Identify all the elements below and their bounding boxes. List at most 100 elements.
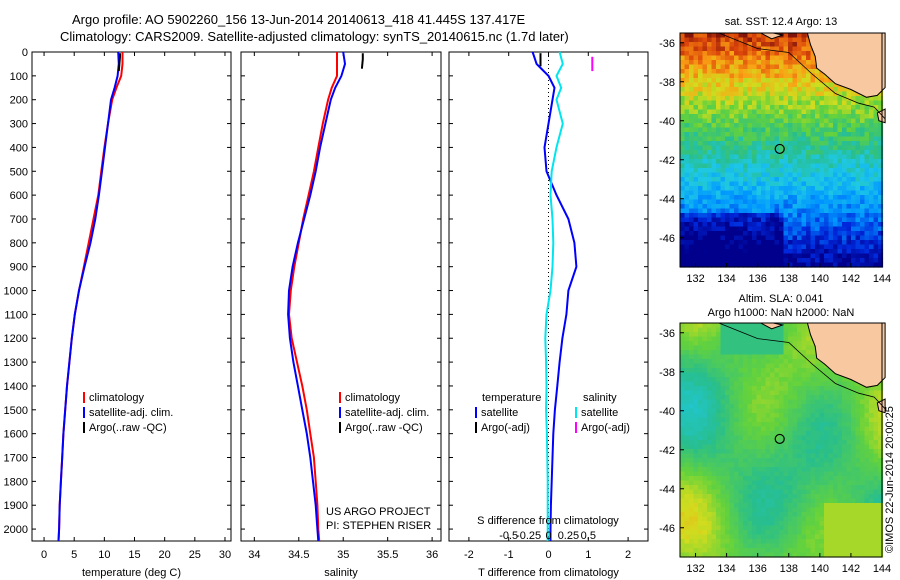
y-tick-label: 800 <box>10 238 28 250</box>
series-line <box>117 53 121 72</box>
map-x-tick-label: 134 <box>717 273 735 285</box>
map-title: sat. SST: 12.4 Argo: 13 <box>725 16 838 28</box>
plot-frame <box>240 51 442 542</box>
map-y-tick-label: -40 <box>659 406 675 418</box>
map-y-tick-label: -36 <box>659 328 675 340</box>
project-annotation: US ARGO PROJECT <box>326 506 431 518</box>
profile-panel-difference: -2 -1 0 1 2 T difference from climatology temp… <box>448 51 649 579</box>
map-y-tick-label: -42 <box>659 445 675 457</box>
legend-entry: Argo(..raw -QC) <box>89 422 167 434</box>
map-panel-sst_map: 132 134 136 138 140 142 144 -36 -38 -40 -42 -44 -46 s… <box>659 16 891 285</box>
map-x-tick-label: 138 <box>780 563 798 575</box>
x-tick-label: 35.5 <box>377 549 398 561</box>
legend-header: temperature <box>482 392 541 404</box>
map-y-tick-label: -40 <box>659 116 675 128</box>
top-axis-label: S difference from climatology <box>477 515 619 527</box>
argo-float-marker <box>774 433 785 445</box>
x-tick-label: 5 <box>71 549 77 561</box>
map-x-tick-label: 144 <box>873 273 891 285</box>
x-tick-label: 20 <box>159 549 171 561</box>
y-tick-label: 900 <box>10 262 28 274</box>
depth-contour <box>718 322 886 410</box>
x-tick-label: 2 <box>625 549 631 561</box>
legend-entry: Argo(..raw -QC) <box>345 422 423 434</box>
y-tick-label: 400 <box>10 142 28 154</box>
argo-float-marker <box>774 143 785 155</box>
depth-contour <box>718 32 886 120</box>
x-tick-label: 10 <box>98 549 110 561</box>
series-line <box>287 51 347 542</box>
map-x-tick-label: 134 <box>717 563 735 575</box>
y-tick-label: 1100 <box>4 309 28 321</box>
x-axis-label: temperature (deg C) <box>82 567 181 579</box>
y-tick-label: 1800 <box>4 476 28 488</box>
y-tick-label: 200 <box>10 95 28 107</box>
top-tick-label: 0.5 <box>581 530 596 542</box>
y-tick-label: 1300 <box>4 357 28 369</box>
map-x-tick-label: 142 <box>842 563 860 575</box>
x-axis-label: T difference from climatology <box>478 567 619 579</box>
x-tick-label: 25 <box>189 549 201 561</box>
map-y-tick-label: -38 <box>659 367 675 379</box>
legend-entry: climatology <box>89 392 145 404</box>
figure-title-line1: Argo profile: AO 5902260_156 13-Jun-2014… <box>72 12 526 27</box>
map-y-tick-label: -46 <box>659 523 675 535</box>
map-x-tick-label: 136 <box>749 563 767 575</box>
y-tick-label: 1000 <box>4 286 28 298</box>
y-tick-label: 600 <box>10 190 28 202</box>
map-title: Argo h1000: NaN h2000: NaN <box>708 307 855 319</box>
legend-entry: satellite <box>481 407 518 419</box>
y-tick-label: 1900 <box>4 500 28 512</box>
project-annotation: PI: STEPHEN RISER <box>326 520 431 532</box>
y-tick-label: 300 <box>10 119 28 131</box>
x-tick-label: -1 <box>504 549 514 561</box>
top-tick-label: -0.5 <box>499 530 518 542</box>
map-x-tick-label: 144 <box>873 563 891 575</box>
profile-panel-salinity: 34 34.5 35 35.5 36 salinity climatology satelli… <box>240 51 442 579</box>
top-tick-label: -0.25 <box>516 530 541 542</box>
legend-entry: Argo(-adj) <box>481 422 530 434</box>
y-tick-label: 1600 <box>4 429 28 441</box>
map-frame <box>679 322 883 558</box>
map-x-tick-label: 140 <box>811 563 829 575</box>
map-x-tick-label: 142 <box>842 273 860 285</box>
series-line <box>57 51 120 542</box>
legend-entry: satellite <box>581 407 618 419</box>
y-tick-label: 2000 <box>4 524 28 536</box>
map-x-tick-label: 136 <box>749 273 767 285</box>
x-tick-label: 35 <box>337 549 349 561</box>
x-axis-label: salinity <box>324 567 358 579</box>
x-tick-label: 34.5 <box>288 549 309 561</box>
y-tick-label: 1700 <box>4 453 28 465</box>
map-y-tick-label: -44 <box>659 194 675 206</box>
x-tick-label: 15 <box>128 549 140 561</box>
top-tick-label: 0.25 <box>558 530 579 542</box>
map-title: Altim. SLA: 0.041 <box>739 293 824 305</box>
y-tick-label: 700 <box>10 214 28 226</box>
map-x-tick-label: 132 <box>686 273 704 285</box>
map-x-tick-label: 138 <box>780 273 798 285</box>
series-line <box>531 51 578 541</box>
x-tick-label: 0 <box>545 549 551 561</box>
profile-panel-temperature: 0 5 10 15 20 25 300100200300400500600700800900… <box>4 47 232 579</box>
x-tick-label: 0 <box>41 549 47 561</box>
land-polygon <box>806 322 886 388</box>
legend-entry: climatology <box>345 392 401 404</box>
x-tick-label: 36 <box>426 549 438 561</box>
x-tick-label: 1 <box>585 549 591 561</box>
top-tick-label: 0 <box>545 530 551 542</box>
y-tick-label: 0 <box>22 47 28 59</box>
legend-entry: satellite-adj. clim. <box>345 407 429 419</box>
legend-entry: satellite-adj. clim. <box>89 407 173 419</box>
y-tick-label: 1200 <box>4 333 28 345</box>
figure-title-line2: Climatology: CARS2009. Satellite-adjuste… <box>60 29 569 44</box>
map-y-tick-label: -38 <box>659 77 675 89</box>
series-line <box>360 53 364 69</box>
map-y-tick-label: -44 <box>659 484 675 496</box>
map-y-tick-label: -36 <box>659 38 675 50</box>
x-tick-label: -2 <box>464 549 474 561</box>
x-tick-label: 34 <box>248 549 260 561</box>
map-frame <box>679 32 883 268</box>
legend-header: salinity <box>583 392 617 404</box>
